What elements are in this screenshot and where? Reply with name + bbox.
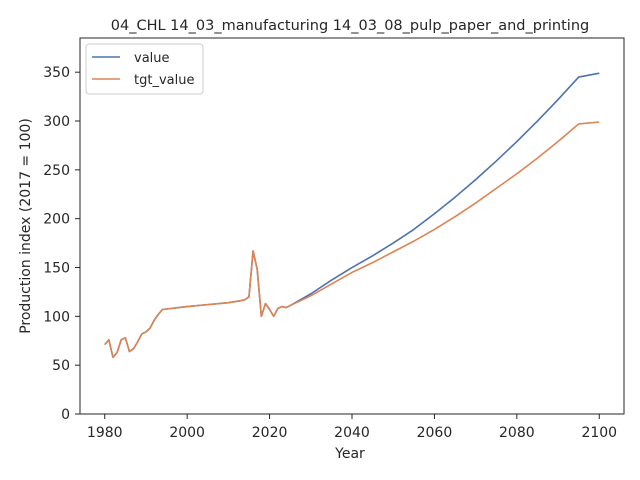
x-tick-label: 2100 — [581, 425, 617, 441]
x-tick-label: 2040 — [334, 425, 370, 441]
series-line-tgt-value — [104, 121, 600, 359]
x-axis-label: Year — [334, 446, 365, 462]
x-tick-label: 2080 — [499, 425, 535, 441]
legend-label-value: value — [134, 51, 170, 66]
x-tick-label: 2000 — [169, 425, 205, 441]
y-tick-label: 50 — [52, 358, 70, 374]
y-tick-label: 250 — [43, 163, 70, 179]
y-axis-label: Production index (2017 = 100) — [18, 118, 34, 334]
legend: value tgt_value — [85, 43, 204, 95]
y-tick-label: 0 — [61, 407, 70, 423]
x-tick-label: 2060 — [417, 425, 453, 441]
y-tick-label: 100 — [43, 309, 70, 325]
y-tick-label: 300 — [43, 114, 70, 130]
y-tick-label: 150 — [43, 261, 70, 277]
x-tick-label: 2020 — [252, 425, 288, 441]
series-line-value — [104, 72, 600, 359]
chart-title: 04_CHL 14_03_manufacturing 14_03_08_pulp… — [111, 18, 589, 34]
plot-series — [104, 72, 600, 359]
y-tick-label: 350 — [43, 65, 70, 81]
x-axis: 1980 2000 2020 2040 2060 2080 2100 — [87, 414, 617, 441]
legend-label-tgt-value: tgt_value — [134, 73, 194, 88]
y-axis: 0 50 100 150 200 250 300 350 — [43, 65, 80, 423]
y-tick-label: 200 — [43, 212, 70, 228]
x-tick-label: 1980 — [87, 425, 123, 441]
